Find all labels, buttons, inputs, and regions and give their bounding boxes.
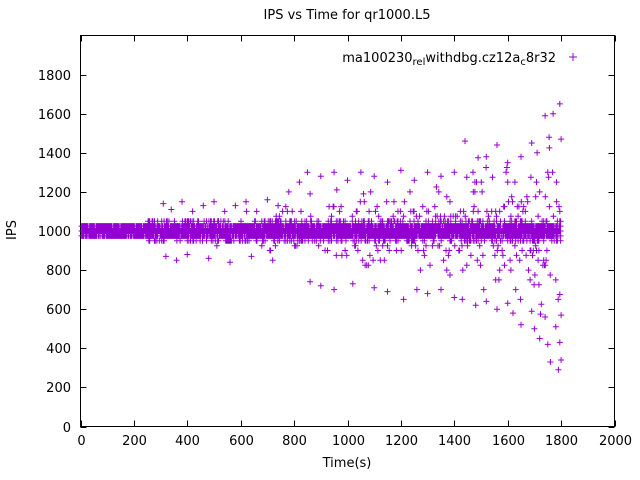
x-tick-label: 800 — [282, 434, 307, 449]
axis-ticks — [80, 35, 616, 428]
x-tick-label: 1800 — [545, 434, 578, 449]
y-tick-label: 1800 — [38, 69, 71, 84]
x-tick-label: 1000 — [332, 434, 365, 449]
y-tick-label: 800 — [46, 264, 71, 279]
y-tick-label: 400 — [46, 342, 71, 357]
y-tick-label: 1200 — [38, 186, 71, 201]
y-tick-label: 1000 — [38, 225, 71, 240]
y-axis-label: IPS — [5, 220, 20, 240]
axis-tick-labels: 0 200 400 600 800 1000 1200 1400 1600 1800 2000 0 20… — [38, 69, 632, 449]
y-tick-label: 1400 — [38, 147, 71, 162]
x-tick-label: 200 — [122, 434, 147, 449]
x-tick-label: 0 — [77, 434, 85, 449]
legend: ma100230relwithdbg.cz12ac8r32 — [342, 51, 577, 68]
x-tick-label: 400 — [175, 434, 200, 449]
y-tick-label: 1600 — [38, 108, 71, 123]
x-axis-label: Time(s) — [322, 456, 372, 471]
x-tick-label: 1200 — [385, 434, 418, 449]
y-tick-label: 200 — [46, 381, 71, 396]
x-tick-label: 2000 — [599, 434, 632, 449]
data-points — [78, 100, 565, 373]
x-tick-label: 600 — [229, 434, 254, 449]
y-tick-label: 0 — [63, 421, 71, 436]
x-tick-label: 1400 — [438, 434, 471, 449]
legend-marker-icon — [569, 53, 577, 61]
x-tick-label: 1600 — [492, 434, 525, 449]
chart-title: IPS vs Time for qr1000.L5 — [264, 8, 431, 23]
legend-label: ma100230relwithdbg.cz12ac8r32 — [342, 51, 556, 68]
y-tick-label: 600 — [46, 303, 71, 318]
